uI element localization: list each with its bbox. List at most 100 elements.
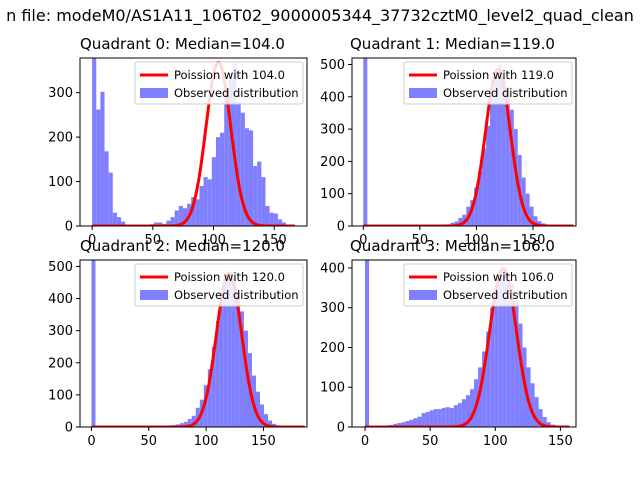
y-tick-label: 0 [65,220,73,235]
histogram-bar [465,395,470,427]
histogram-bar [490,96,494,226]
histogram-bar [486,331,491,427]
histogram-bar [158,222,163,226]
histogram-bar [425,411,430,427]
histogram-bar [421,413,426,427]
histogram-bar [401,422,406,427]
histogram-bar [154,222,159,226]
histogram-bar [170,217,175,226]
axes-frame [351,57,577,227]
panel-quadrant-3: 0 50 100 150 0 100 200 300 400 Poission with 106.… [320,237,577,449]
histogram-bar [203,385,208,427]
y-tick-label: 100 [48,388,73,403]
x-tick-label: 50 [422,434,439,449]
histogram-bar [510,283,515,427]
legend-box [403,263,573,307]
histogram-bar [546,422,551,427]
histogram-bar [454,221,459,226]
histogram-bar [203,177,208,226]
histogram-bar [239,311,244,427]
axes-frame [79,57,308,227]
histogram-bar [542,417,547,427]
axes-frame [351,259,577,428]
histogram-bar [449,407,454,427]
axes-frame [79,259,308,428]
y-tick-label: 0 [65,421,73,436]
histogram-bar [433,409,438,427]
x-tick-label: 100 [201,233,226,248]
histogram-bar [96,109,101,226]
histogram-bar [112,212,117,226]
histogram-bar [533,216,538,226]
histogram-bar [497,64,502,226]
histogram-bar [268,420,273,427]
histogram-bar [231,280,236,427]
histogram-bar [474,187,479,226]
poisson-curve [364,267,571,427]
x-tick-label: 100 [194,434,219,449]
legend-label-observed: Observed distribution [174,86,299,100]
histogram-bar [228,79,233,226]
histogram-bar [506,273,511,427]
x-tick-label: 100 [483,434,508,449]
x-tick-label: 50 [141,434,158,449]
histogram-bar [498,275,503,427]
histogram-bar [116,217,122,226]
y-tick-label: 300 [48,86,73,101]
histogram-bar [469,389,475,427]
legend: Poission with 119.0 Observed distribution [403,61,573,105]
legend-observed-swatch [140,290,168,300]
histogram-bar [538,409,543,427]
histogram-bar [486,125,491,226]
plot-area [91,58,296,226]
histogram-bar [482,148,487,226]
histogram-bar [183,421,188,427]
legend: Poission with 120.0 Observed distribution [134,263,304,307]
histogram-bar [530,383,535,427]
histogram-bar [264,414,269,427]
y-tick-label: 100 [320,187,345,202]
histogram-bar [518,323,523,427]
histogram-bar [363,58,368,226]
histogram-bar [509,109,514,226]
y-tick-label: 300 [320,123,345,138]
histogram-bar [269,212,274,226]
x-tick-label: 0 [359,233,367,248]
histogram-bar [493,74,498,226]
histogram-bar [215,137,221,226]
histogram-bar [257,161,262,226]
histogram-bar [502,269,507,427]
histogram-bar [441,407,446,427]
poisson-curve [362,67,575,226]
histogram-bar [445,407,450,427]
histogram-bar [187,418,192,427]
histogram-bar [224,92,229,226]
y-tick-label: 500 [320,58,345,73]
histogram-bar [253,166,258,226]
histogram-bar [178,206,183,226]
legend-box [134,263,304,307]
x-tick-label: 150 [251,434,276,449]
histogram-bar [223,279,228,427]
histogram-bar [121,221,126,226]
x-tick-label: 150 [521,233,546,248]
histogram-bar [261,177,266,226]
y-tick-label: 100 [48,175,73,190]
histogram-bar [397,423,402,427]
histogram-bar [453,405,458,427]
histogram-bar [478,171,483,226]
legend: Poission with 106.0 Observed distribution [403,263,573,307]
histogram-bar [482,351,487,427]
histogram-bar [211,346,216,427]
histogram-bar [199,186,204,226]
legend-label-poisson: Poission with 106.0 [443,270,554,284]
histogram-bar [104,151,109,226]
histogram-bar [174,210,179,226]
histogram-bar [494,287,499,427]
y-tick-label: 400 [48,292,73,307]
histogram-bar [255,391,260,427]
histogram-bar [227,272,232,427]
figure-suptitle: n file: modeM0/AS1A11_106T02_9000005344_… [6,6,634,25]
panel-title: Quadrant 3: Median=106.0 [350,237,555,255]
